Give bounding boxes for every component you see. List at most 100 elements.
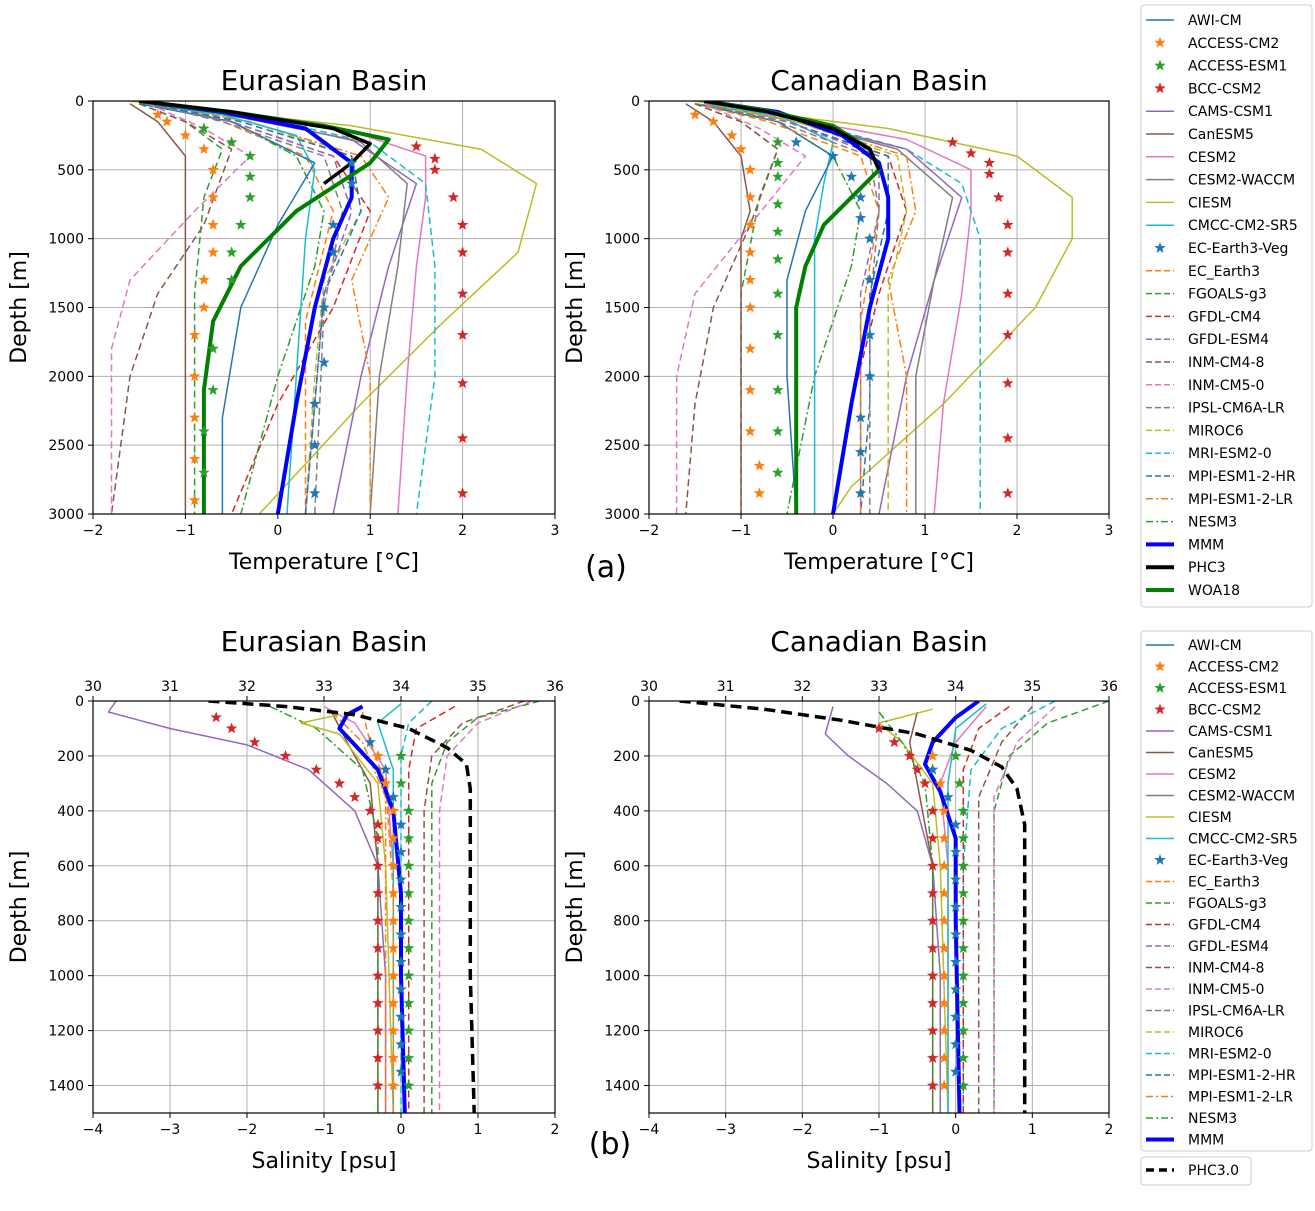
marker-BCC-CSM2	[1002, 329, 1014, 340]
y-tick-label: 0	[631, 94, 640, 110]
legend-label: ACCESS-CM2	[1188, 36, 1279, 52]
marker-ACCESS-ESM1	[403, 969, 415, 981]
y-tick-label: 3000	[48, 507, 84, 523]
y-tick-label: 1200	[604, 1024, 640, 1040]
marker-ACCESS-CM2	[938, 887, 950, 899]
chart-sal-canadian: −4 −3 −2 −1 0 1 2 30 31 32 33 34 35 36 0 200 400 600 800 10…	[563, 625, 1118, 1174]
marker-ACCESS-ESM1	[403, 942, 415, 954]
chart-temp-eurasian: −2 −1 0 1 2 3 0 500 1000 1500 2000 2500 3000 Eurasian…	[7, 64, 559, 575]
series-line-PHC3	[138, 101, 372, 186]
marker-BCC-CSM2	[927, 942, 939, 954]
legend-frame	[1140, 630, 1313, 1152]
marker-ACCESS-ESM1	[772, 329, 784, 340]
legend-entry: AWI-CM	[1146, 638, 1242, 654]
marker-BCC-CSM2	[1002, 218, 1014, 230]
legend-entry: CIESM	[1146, 195, 1232, 211]
marker-BCC-CSM2	[927, 1052, 939, 1063]
marker-BCC-CSM2	[210, 711, 222, 723]
legend-label: INM-CM4-8	[1188, 355, 1264, 371]
marker-EC-Earth3-Veg	[864, 232, 876, 244]
x-tick-label: −2	[792, 1122, 813, 1138]
x-tick-label: −2	[639, 523, 660, 539]
series-line-IPSL-CM6A-LR	[148, 103, 344, 514]
legend-entry: CMCC-CM2-SR5	[1146, 218, 1298, 234]
marker-EC-Earth3-Veg	[950, 1065, 962, 1077]
marker-BCC-CSM2	[372, 1079, 384, 1091]
marker-BCC-CSM2	[919, 777, 931, 789]
marker-BCC-CSM2	[904, 749, 916, 761]
series-line-CIESM	[694, 101, 1073, 514]
series-line-GFDL-ESM4	[148, 103, 353, 514]
plot-area	[675, 101, 1073, 514]
legend-entry: CESM2-WACCM	[1146, 173, 1295, 189]
legend-entry: MIROC6	[1146, 423, 1244, 439]
marker-ACCESS-ESM1	[244, 191, 256, 203]
marker-BCC-CSM2	[372, 942, 384, 954]
marker-EC-Earth3-Veg	[395, 1038, 407, 1050]
x-tick-label: −3	[160, 1122, 181, 1138]
y-tick-label: 200	[613, 749, 640, 765]
x-tick-label: 2	[551, 1122, 560, 1138]
chart-title: Canadian Basin	[770, 625, 987, 658]
legend-entry: MRI-ESM2-0	[1146, 1047, 1272, 1063]
marker-ACCESS-CM2	[387, 914, 399, 926]
series-line-MRI-ESM2-0	[157, 103, 436, 514]
y-tick-label: 1500	[48, 301, 84, 317]
marker-ACCESS-ESM1	[198, 122, 210, 134]
series-line-CAMS-CSM1	[107, 701, 387, 1113]
marker-BCC-CSM2	[1002, 246, 1014, 258]
marker-ACCESS-ESM1	[957, 914, 969, 926]
marker-BCC-CSM2	[372, 859, 384, 871]
marker-ACCESS-CM2	[387, 942, 399, 954]
legend-label: AWI-CM	[1188, 13, 1242, 29]
y-tick-label: 1000	[48, 232, 84, 248]
marker-ACCESS-CM2	[938, 832, 950, 844]
marker-BCC-CSM2	[372, 969, 384, 981]
x-axis-label: Salinity [psu]	[252, 1149, 397, 1174]
marker-ACCESS-ESM1	[403, 1079, 415, 1091]
y-tick-label: 1200	[48, 1024, 84, 1040]
marker-BCC-CSM2	[333, 777, 346, 789]
y-tick-label: 0	[75, 694, 84, 710]
marker-BCC-CSM2	[349, 791, 361, 802]
series-line-AWI-CM	[694, 103, 834, 514]
legend-label: EC_Earth3	[1188, 875, 1260, 891]
legend-frame	[1140, 4, 1313, 608]
marker-ACCESS-CM2	[938, 1052, 950, 1063]
series-line-INM-CM5-0	[438, 701, 533, 1113]
marker-ACCESS-CM2	[372, 749, 384, 761]
marker-ACCESS-ESM1	[403, 997, 415, 1008]
legends: AWI-CM ACCESS-CM2 ACCESS-ESM1 BCC-CSM2 CAMS-…	[1140, 4, 1313, 1186]
marker-ACCESS-ESM1	[957, 942, 969, 954]
legend-label: CESM2-WACCM	[1188, 173, 1295, 189]
x-tick-label: 0	[273, 523, 282, 539]
series-line-NESM3	[148, 103, 325, 514]
series-line-CAMS-CSM1	[148, 103, 418, 514]
series-line-INM-CM4-8	[423, 701, 525, 1113]
legend-entry: NESM3	[1146, 515, 1237, 531]
marker-EC-Earth3-Veg	[346, 177, 358, 189]
marker-ACCESS-CM2	[744, 246, 756, 258]
legend-label: ACCESS-ESM1	[1188, 59, 1287, 75]
marker-EC-Earth3-Veg	[395, 1065, 407, 1077]
legend-label: FGOALS-g3	[1188, 287, 1267, 303]
legend-entry: CAMS-CSM1	[1146, 104, 1273, 120]
legend-entry: INM-CM5-0	[1146, 982, 1264, 998]
charts: −2 −1 0 1 2 3050010001500200025003000Eurasian…	[7, 64, 1118, 1174]
marker-ACCESS-ESM1	[225, 246, 238, 258]
marker-ACCESS-CM2	[207, 191, 219, 203]
legend-label: MMM	[1188, 537, 1224, 553]
series-line-MRI-ESM2-0	[962, 701, 1056, 1113]
series-line-FGOALS-g3	[993, 701, 1109, 1113]
series-line-AWI-CM	[139, 103, 316, 514]
y-tick-label: 1500	[604, 301, 640, 317]
marker-BCC-CSM2	[456, 432, 469, 444]
series-line-FGOALS-g3	[431, 701, 540, 1113]
marker-BCC-CSM2	[927, 859, 939, 871]
marker-EC-Earth3-Veg	[845, 170, 858, 182]
x-tick-label: −1	[869, 1122, 890, 1138]
legend-b: AWI-CM ACCESS-CM2 ACCESS-ESM1 BCC-CSM2 CAMS-…	[1140, 630, 1313, 1152]
y-tick-label: 0	[75, 94, 84, 110]
legend-label: CMCC-CM2-SR5	[1188, 218, 1298, 234]
legend-label: WOA18	[1188, 583, 1240, 599]
